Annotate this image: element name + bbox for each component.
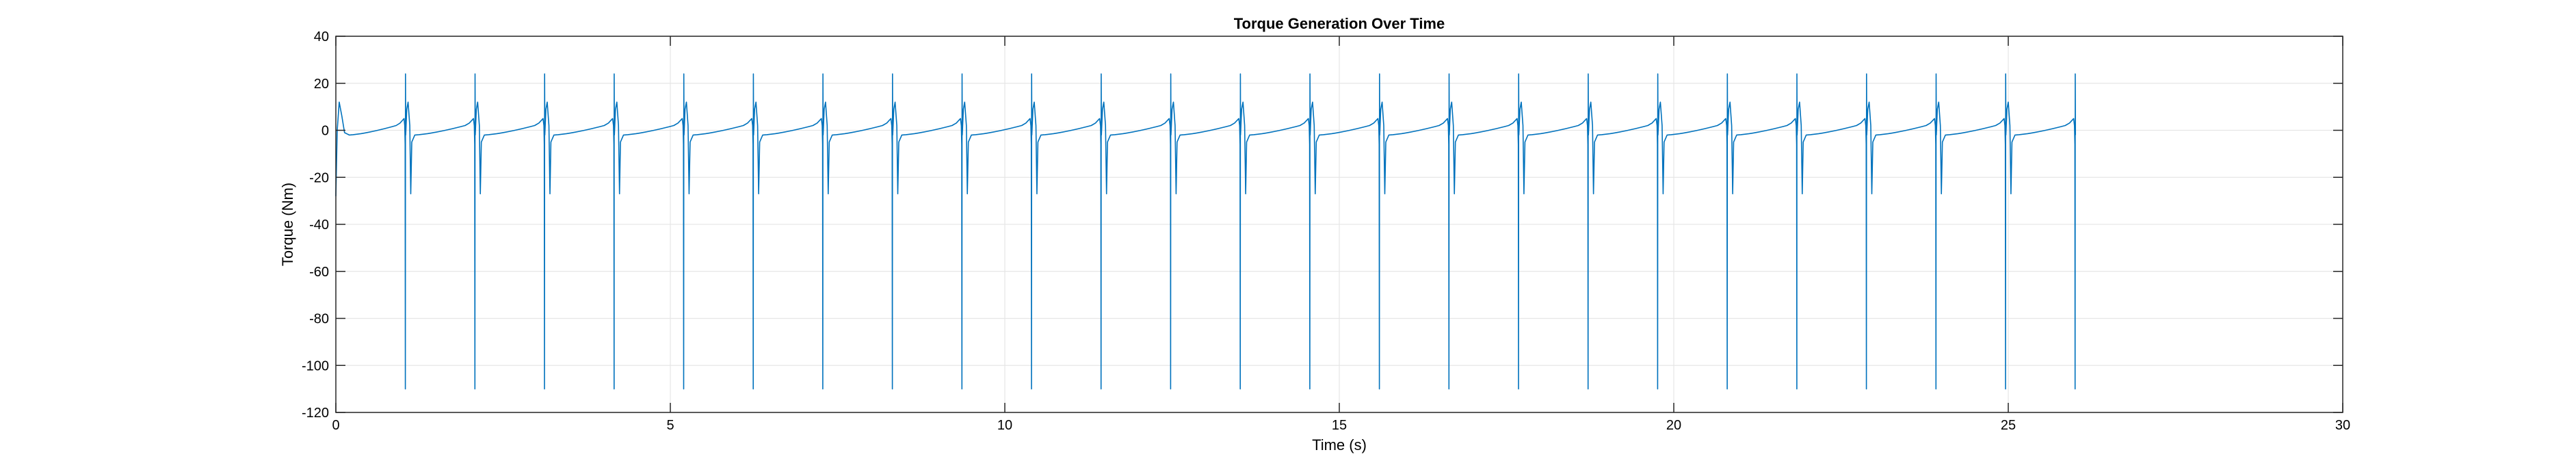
y-tick-label: -100 [302,358,329,373]
x-tick-label: 5 [666,418,674,433]
x-tick-label: 0 [332,418,339,433]
x-tick-label: 10 [997,418,1012,433]
y-tick-label: -60 [309,265,329,280]
axis-ticks: 0 5 10 15 20 25 30 40 20 0 -20 -40 -60 -80 -100 -120 [302,29,2350,433]
y-tick-label: -20 [309,170,329,185]
x-tick-label: 20 [1666,418,1681,433]
x-tick-label: 25 [2001,418,2016,433]
y-tick-label: 0 [321,124,329,139]
y-tick-label: 20 [314,77,329,92]
y-tick-label: -120 [302,406,329,421]
chart-title: Torque Generation Over Time [1234,15,1445,32]
series-line [335,73,2076,390]
x-tick-label: 15 [1332,418,1347,433]
x-axis-label: Time (s) [1312,436,1367,453]
y-tick-label: -40 [309,218,329,233]
y-tick-label: -80 [309,312,329,327]
grid-lines [335,36,2343,413]
plot-area [335,73,2076,390]
y-tick-label: 40 [314,29,329,44]
x-tick-label: 30 [2335,418,2350,433]
y-axis-label: Torque (Nm) [279,183,296,266]
